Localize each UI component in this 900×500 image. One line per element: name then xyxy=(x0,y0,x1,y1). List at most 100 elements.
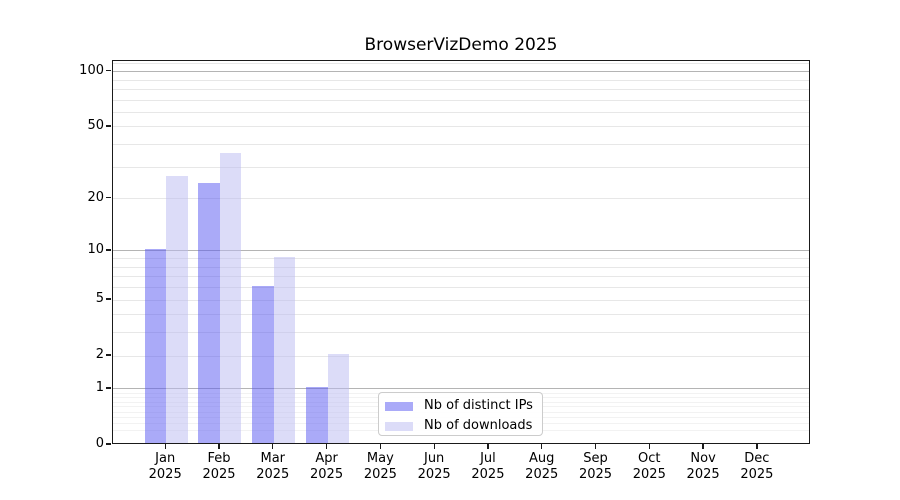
y-tick-mark xyxy=(106,249,111,251)
x-tick-month: Aug xyxy=(529,451,555,466)
x-tick-month: Jun xyxy=(423,451,445,466)
x-tick-month: Jul xyxy=(480,451,496,466)
x-tick-month: May xyxy=(366,451,394,466)
x-tick-month: Sep xyxy=(583,451,608,466)
x-tick-year: 2025 xyxy=(578,467,613,482)
x-axis-tick-label: Jul 2025 xyxy=(460,451,516,483)
legend-swatch-ips xyxy=(385,401,413,411)
y-axis-tick-label: 20 xyxy=(87,189,104,205)
x-tick-month: Feb xyxy=(207,451,231,466)
gridline-minor xyxy=(113,63,809,65)
legend-swatch-downloads xyxy=(385,421,413,431)
x-tick-year: 2025 xyxy=(632,467,666,482)
x-axis-tick-label: Dec 2025 xyxy=(729,451,785,483)
x-tick-month: Mar xyxy=(260,451,286,466)
y-axis-tick-label: 2 xyxy=(95,347,104,363)
bar-ips-feb xyxy=(198,182,220,443)
x-axis-tick-label: Oct 2025 xyxy=(621,451,677,483)
x-axis-tick-label: Jun 2025 xyxy=(406,451,462,483)
y-axis-tick-label: 0 xyxy=(95,436,104,451)
x-tick-mark xyxy=(433,444,435,449)
bar-downloads-jan xyxy=(166,176,188,443)
x-axis-tick-label: Apr 2025 xyxy=(299,451,355,483)
gridline-minor xyxy=(113,355,809,357)
x-tick-mark xyxy=(756,444,758,449)
gridline-minor xyxy=(113,266,809,268)
gridline-minor xyxy=(113,198,809,200)
y-axis-tick-label: 50 xyxy=(87,117,104,133)
gridline-minor xyxy=(113,144,809,146)
y-axis-tick-label: 10 xyxy=(87,241,104,257)
bar-ips-mar xyxy=(252,285,274,443)
x-tick-mark xyxy=(702,444,704,449)
gridline-minor xyxy=(113,299,809,301)
x-axis-tick-label: May 2025 xyxy=(352,451,408,483)
bar-downloads-mar xyxy=(273,256,296,443)
bar-downloads-apr xyxy=(327,354,350,443)
x-tick-mark xyxy=(594,444,597,449)
gridline-minor xyxy=(113,88,809,90)
x-tick-year: 2025 xyxy=(310,467,344,482)
y-tick-mark xyxy=(106,125,111,127)
x-tick-mark xyxy=(325,444,328,449)
y-tick-mark xyxy=(106,298,111,300)
gridline-minor xyxy=(113,332,809,334)
y-tick-mark xyxy=(106,197,111,199)
legend-item: Nb of distinct IPs xyxy=(385,397,542,415)
gridline-minor xyxy=(113,258,809,260)
x-axis-tick-label: Nov 2025 xyxy=(675,451,731,483)
gridline-minor xyxy=(113,276,809,278)
legend-item: Nb of downloads xyxy=(385,417,542,435)
x-tick-month: Oct xyxy=(638,451,661,466)
y-tick-mark xyxy=(106,354,111,356)
bar-ips-apr xyxy=(306,386,328,443)
gridline-minor xyxy=(113,287,809,289)
x-tick-mark xyxy=(487,444,489,449)
x-axis-tick-label: Aug 2025 xyxy=(514,451,570,483)
x-axis-tick-label: Mar 2025 xyxy=(245,451,301,483)
x-tick-year: 2025 xyxy=(417,467,451,482)
x-axis-tick-label: Jan 2025 xyxy=(137,451,193,483)
x-tick-month: Apr xyxy=(315,451,338,466)
y-tick-mark xyxy=(106,69,111,72)
x-tick-mark xyxy=(218,444,220,449)
x-tick-year: 2025 xyxy=(148,467,182,482)
x-tick-year: 2025 xyxy=(740,467,774,482)
x-tick-mark xyxy=(541,444,543,449)
gridline-major xyxy=(113,71,809,73)
x-axis-tick-label: Sep 2025 xyxy=(568,451,624,483)
x-tick-month: Jan xyxy=(155,451,176,466)
x-tick-mark xyxy=(379,444,381,449)
y-axis-tick-label: 100 xyxy=(79,62,104,78)
y-tick-mark xyxy=(106,443,111,445)
gridline-minor xyxy=(113,166,809,168)
y-tick-mark xyxy=(106,387,111,389)
legend: Nb of distinct IPs Nb of downloads xyxy=(378,392,543,436)
legend-label: Nb of downloads xyxy=(424,418,533,433)
x-tick-year: 2025 xyxy=(202,467,236,482)
gridline-minor xyxy=(113,314,809,316)
x-tick-year: 2025 xyxy=(686,467,720,482)
gridline-major xyxy=(113,388,809,390)
gridline-minor xyxy=(113,126,809,128)
x-tick-year: 2025 xyxy=(363,467,397,482)
x-axis-tick-label: Feb 2025 xyxy=(191,451,247,483)
gridline-minor xyxy=(113,99,809,101)
gridline-minor xyxy=(113,111,809,113)
gridline-major xyxy=(113,250,809,252)
chart-title: BrowserVizDemo 2025 xyxy=(364,35,558,55)
x-tick-month: Nov xyxy=(690,451,716,466)
gridline-minor xyxy=(113,79,809,81)
plot-area xyxy=(112,60,810,444)
x-tick-year: 2025 xyxy=(256,467,290,482)
x-tick-mark xyxy=(648,444,650,449)
x-tick-year: 2025 xyxy=(525,467,559,482)
bar-downloads-feb xyxy=(219,153,242,443)
y-axis-tick-label: 1 xyxy=(95,379,104,395)
legend-label: Nb of distinct IPs xyxy=(424,398,533,413)
x-tick-mark xyxy=(164,444,166,449)
x-tick-year: 2025 xyxy=(471,467,505,482)
x-tick-month: Dec xyxy=(744,451,770,466)
y-axis-tick-label: 5 xyxy=(95,291,104,307)
